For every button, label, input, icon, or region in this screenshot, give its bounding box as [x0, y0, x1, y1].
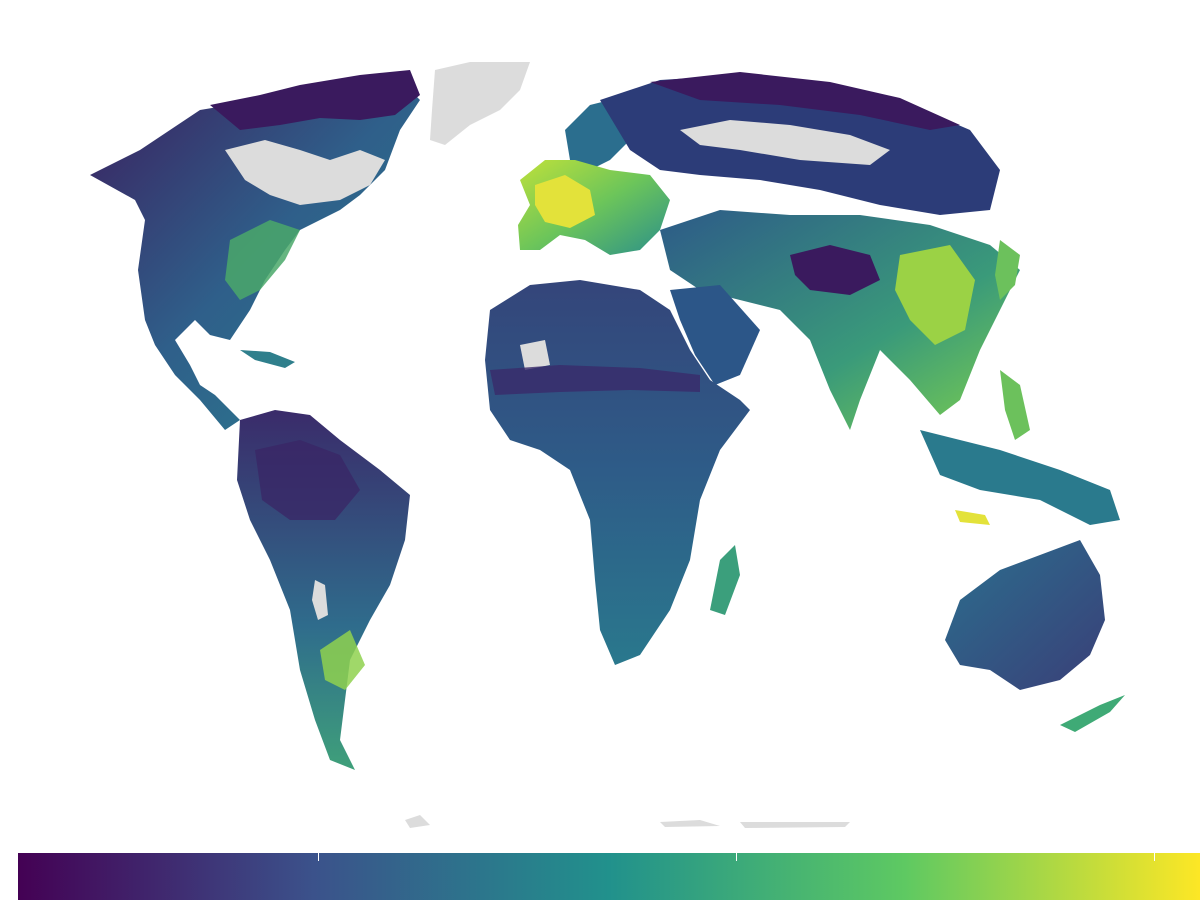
philippines-region: [1000, 370, 1030, 440]
pampas-region: [320, 630, 365, 690]
sahel-band: [490, 365, 700, 395]
china-east-region: [895, 245, 975, 345]
color-scale-legend: [18, 853, 1200, 900]
sahara-no-data: [520, 340, 550, 370]
legend-tick: [318, 853, 319, 861]
japan-region: [995, 240, 1020, 300]
siberia-no-data: [680, 120, 890, 165]
greenland-region: [430, 62, 530, 145]
caribbean-islands: [240, 350, 295, 368]
amazon-region: [255, 440, 360, 520]
australia-region: [945, 540, 1105, 690]
arctic-islands-region: [210, 70, 420, 130]
antarctica-no-data: [405, 815, 850, 828]
java-bright: [955, 510, 990, 525]
world-map: [90, 62, 1125, 828]
new-zealand-region: [1060, 695, 1125, 732]
far-north-russia: [650, 72, 960, 130]
world-map-svg: [90, 62, 1125, 828]
madagascar-region: [710, 545, 740, 615]
western-europe-bright: [535, 175, 595, 228]
legend-tick: [1154, 853, 1155, 861]
us-east-region: [225, 220, 300, 300]
legend-tick: [736, 853, 737, 861]
arabia-region: [670, 285, 760, 385]
canada-arctic-no-data: [225, 140, 385, 205]
southeast-asia-islands: [920, 430, 1120, 525]
tibet-region: [790, 245, 880, 295]
andes-no-data: [312, 580, 328, 620]
